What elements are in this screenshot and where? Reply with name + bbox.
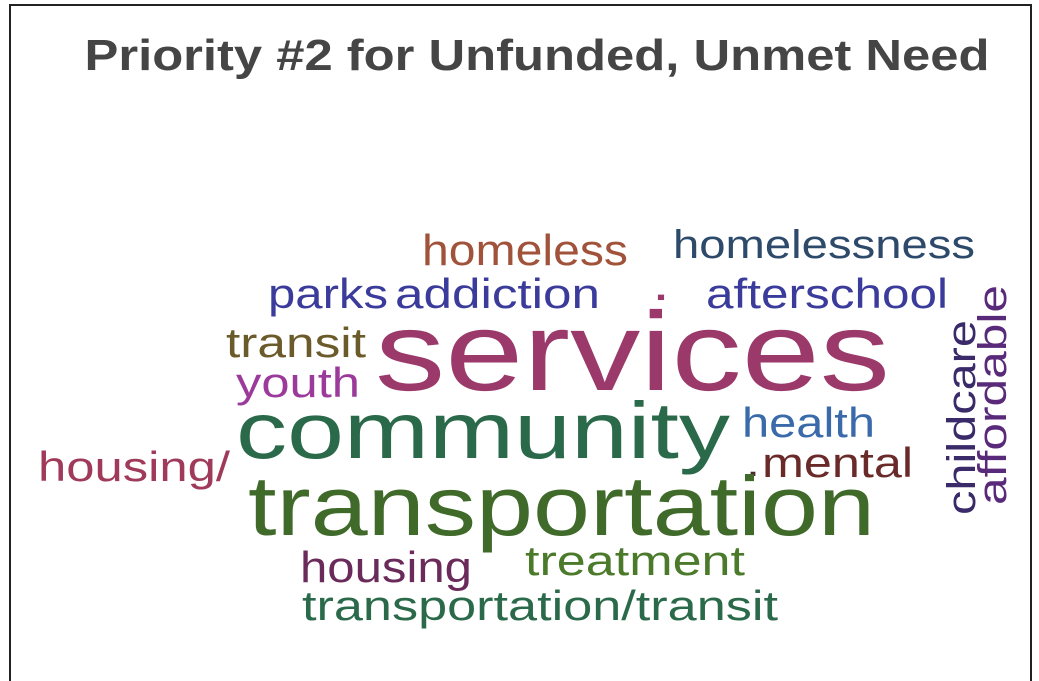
word: housing bbox=[300, 543, 472, 592]
word: health bbox=[742, 399, 875, 446]
word: afterschool bbox=[706, 270, 948, 317]
frame bbox=[9, 4, 1032, 681]
word: housing/ bbox=[38, 443, 230, 490]
word: mental bbox=[762, 439, 913, 486]
word: transportation/transit bbox=[302, 582, 778, 629]
word: transportation bbox=[248, 459, 875, 553]
word: treatment bbox=[525, 537, 745, 584]
title: Priority #2 for Unfunded, Unmet Need bbox=[85, 31, 990, 80]
word: services bbox=[375, 289, 890, 414]
word: . bbox=[652, 255, 670, 311]
word: transit bbox=[226, 319, 366, 366]
word: homeless bbox=[422, 226, 628, 275]
word: youth bbox=[236, 359, 360, 406]
word: parks bbox=[268, 270, 388, 317]
word: childcare bbox=[940, 320, 984, 515]
word: homelessness bbox=[673, 223, 975, 267]
word: community bbox=[236, 386, 730, 475]
word: addiction bbox=[395, 270, 600, 317]
word: . bbox=[746, 441, 760, 485]
word: affordable bbox=[971, 285, 1015, 505]
